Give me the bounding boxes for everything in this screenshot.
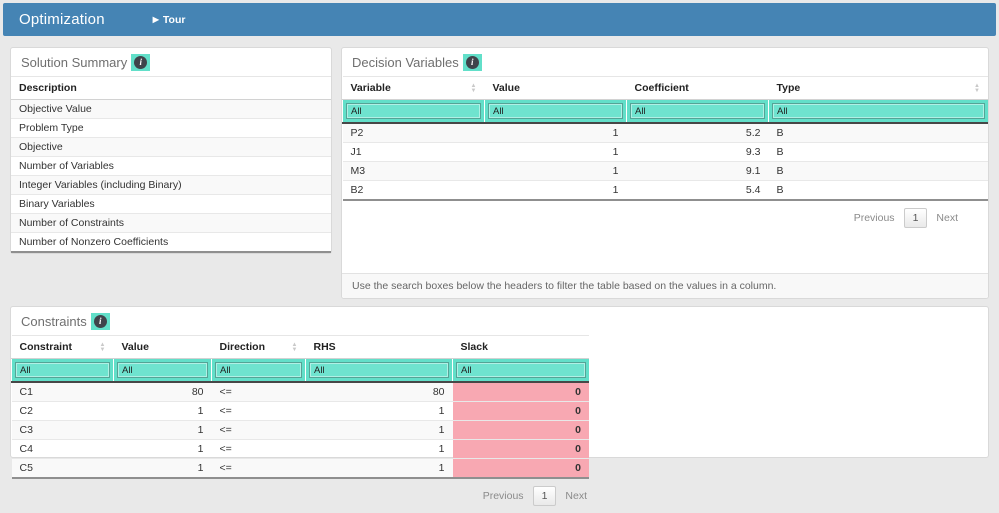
filter-input-value[interactable]: [117, 362, 208, 378]
decision-variables-title: Decision Variables: [352, 55, 459, 70]
table-row[interactable]: Number of Nonzero Coefficients: [11, 232, 331, 253]
filter-input-slack[interactable]: [456, 362, 586, 378]
filter-input-coefficient[interactable]: [630, 103, 765, 119]
next-button[interactable]: Next: [565, 490, 587, 502]
filter-input-variable[interactable]: [346, 103, 481, 119]
table-row[interactable]: C5 1 <= 1 0: [11, 458, 589, 479]
solution-summary-info-highlight[interactable]: i: [131, 54, 151, 71]
table-row[interactable]: C1 80 <= 80 0: [11, 382, 589, 402]
slack-cell: 0: [452, 382, 589, 402]
table-row[interactable]: Objective: [11, 137, 331, 157]
info-icon: i: [93, 315, 107, 328]
table-row[interactable]: Binary Variables: [11, 194, 331, 214]
info-icon: i: [134, 56, 148, 69]
column-header-rhs[interactable]: RHS: [305, 335, 453, 359]
page-number-button[interactable]: 1: [903, 208, 928, 228]
column-header-direction[interactable]: Direction ▲ ▼: [211, 335, 306, 359]
main-content: Solution Summary i Description Objective…: [0, 47, 999, 506]
solution-summary-panel: Solution Summary i Description Objective…: [10, 47, 332, 254]
top-header: Optimization ▶ Tour: [3, 3, 996, 36]
previous-button[interactable]: Previous: [482, 490, 524, 502]
table-row[interactable]: Problem Type: [11, 118, 331, 138]
tour-label: Tour: [162, 13, 186, 26]
next-button[interactable]: Next: [936, 212, 958, 224]
filter-input-type[interactable]: [772, 103, 985, 119]
table-row[interactable]: P2 1 5.2 B: [342, 123, 988, 143]
column-header-type[interactable]: Type ▲ ▼: [768, 76, 988, 100]
filter-input-value[interactable]: [488, 103, 623, 119]
column-header-value[interactable]: Value: [484, 76, 627, 100]
page-number-button[interactable]: 1: [532, 486, 557, 506]
filter-input-direction[interactable]: [215, 362, 302, 378]
column-header-slack[interactable]: Slack: [452, 335, 589, 359]
constraints-panel: Constraints i Constraint ▲ ▼ Value Direct…: [10, 306, 989, 506]
constraints-table: Constraint ▲ ▼ Value Direction ▲ ▼ RHS Sla…: [11, 335, 589, 479]
solution-summary-table: Description Objective Value Problem Type…: [11, 76, 331, 253]
table-row[interactable]: Objective Value: [11, 99, 331, 119]
table-row[interactable]: B2 1 5.4 B: [342, 180, 988, 201]
sort-icon: ▲ ▼: [291, 342, 298, 353]
table-row[interactable]: Number of Constraints: [11, 213, 331, 233]
slack-cell: 0: [452, 439, 589, 459]
table-row[interactable]: J1 1 9.3 B: [342, 142, 988, 162]
column-header-variable[interactable]: Variable ▲ ▼: [342, 76, 485, 100]
table-row[interactable]: M3 1 9.1 B: [342, 161, 988, 181]
column-header-value[interactable]: Value: [113, 335, 212, 359]
slack-cell: 0: [452, 401, 589, 421]
solution-summary-title: Solution Summary: [21, 55, 128, 70]
slack-cell: 0: [452, 420, 589, 440]
constraints-info-highlight[interactable]: i: [90, 313, 110, 330]
table-row[interactable]: C4 1 <= 1 0: [11, 439, 589, 459]
table-row[interactable]: C3 1 <= 1 0: [11, 420, 589, 440]
sort-icon: ▲ ▼: [974, 83, 980, 94]
column-header-coefficient[interactable]: Coefficient: [626, 76, 769, 100]
constraints-title: Constraints: [21, 314, 87, 329]
table-row[interactable]: Integer Variables (including Binary): [11, 175, 331, 195]
table-row[interactable]: Number of Variables: [11, 156, 331, 176]
filter-input-rhs[interactable]: [309, 362, 449, 378]
decision-variables-info-highlight[interactable]: i: [462, 54, 482, 71]
sort-icon: ▲ ▼: [470, 83, 477, 94]
constraints-pagination: Previous 1 Next: [11, 479, 589, 513]
column-header-constraint[interactable]: Constraint ▲ ▼: [11, 335, 114, 359]
filter-help-note: Use the search boxes below the headers t…: [342, 273, 988, 298]
column-header-description[interactable]: Description: [11, 76, 331, 100]
tour-button[interactable]: ▶ Tour: [147, 13, 192, 27]
table-row[interactable]: C2 1 <= 1 0: [11, 401, 589, 421]
sort-icon: ▲ ▼: [99, 342, 106, 353]
filter-input-constraint[interactable]: [15, 362, 110, 378]
decision-variables-panel: Decision Variables i Variable ▲ ▼ Value C…: [341, 47, 989, 299]
decision-variables-pagination: Previous 1 Next: [342, 201, 988, 235]
info-icon: i: [465, 56, 479, 69]
play-icon: ▶: [152, 14, 159, 24]
page-title: Optimization: [19, 11, 105, 28]
slack-cell: 0: [452, 458, 589, 479]
previous-button[interactable]: Previous: [853, 212, 895, 224]
decision-variables-table: Variable ▲ ▼ Value Coefficient Type ▲ ▼: [342, 76, 988, 201]
